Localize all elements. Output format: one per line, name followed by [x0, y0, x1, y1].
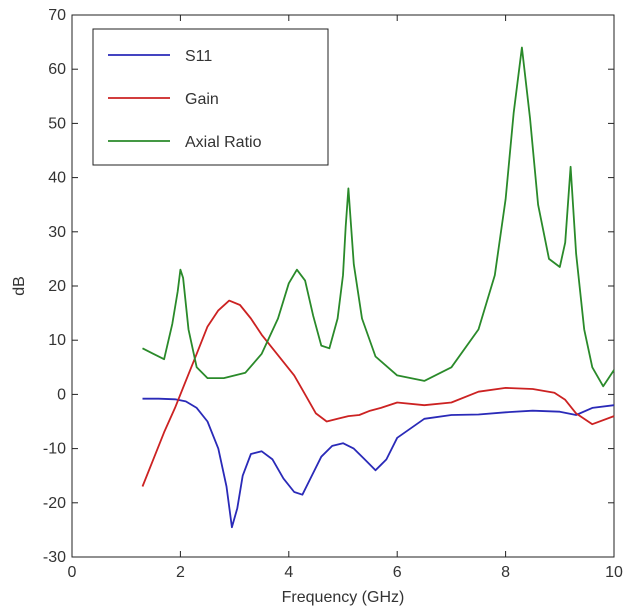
y-tick-label: -20	[43, 495, 66, 512]
legend-label: Axial Ratio	[185, 134, 262, 151]
series-line-s11	[142, 397, 615, 529]
y-tick-label: 20	[48, 278, 66, 295]
y-tick-label: 40	[48, 170, 66, 187]
y-tick-label: 70	[48, 7, 66, 24]
x-tick-label: 4	[284, 564, 293, 581]
y-tick-label: -10	[43, 441, 66, 458]
x-tick-label: 8	[501, 564, 510, 581]
legend-label: Gain	[185, 91, 219, 108]
axis-ticks: 0 2 4 6 8 10 -30 -20 -10 0 10 20 30 40 50 60 70	[43, 7, 623, 581]
series-line-gain	[141, 299, 615, 487]
y-axis-label: dB	[11, 276, 28, 296]
series-line-axial-ratio	[142, 46, 615, 388]
y-tick-label: 30	[48, 224, 66, 241]
y-tick-label: -30	[43, 549, 66, 566]
y-tick-label: 50	[48, 115, 66, 132]
x-tick-label: 0	[68, 564, 77, 581]
y-tick-label: 0	[57, 386, 66, 403]
x-axis-label: Frequency (GHz)	[282, 589, 405, 606]
y-tick-label: 10	[48, 332, 66, 349]
x-tick-label: 2	[176, 564, 185, 581]
series-lines	[141, 46, 615, 529]
y-tick-label: 60	[48, 61, 66, 78]
x-tick-label: 10	[605, 564, 623, 581]
x-tick-label: 6	[393, 564, 402, 581]
legend: S11 Gain Axial Ratio	[92, 28, 329, 166]
legend-box	[92, 28, 329, 166]
legend-label: S11	[185, 48, 212, 65]
